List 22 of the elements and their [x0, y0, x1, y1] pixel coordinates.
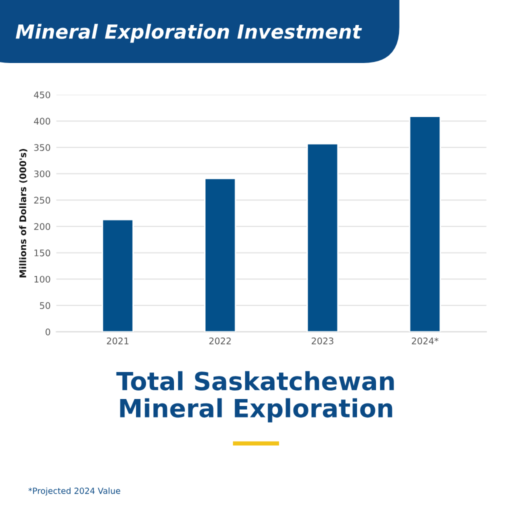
y-tick-label: 350	[34, 144, 50, 151]
chart-title: Mineral Exploration Investment	[16, 24, 362, 43]
y-tick-label: 0	[46, 328, 50, 336]
bar	[306, 143, 339, 332]
y-tick-label: 200	[34, 223, 50, 230]
x-tick-label: 2024*	[412, 337, 438, 344]
x-tick-label: 2023	[312, 337, 334, 344]
x-tick-label: 2021	[106, 337, 128, 344]
y-tick-label: 50	[40, 302, 50, 309]
x-tick-label: 2022	[209, 337, 231, 344]
text: *Projected 2024 Value	[28, 487, 120, 496]
bar	[102, 218, 134, 332]
y-tick-label: 100	[34, 276, 50, 283]
y-tick-label: 400	[34, 118, 50, 125]
y-tick-label: 250	[34, 196, 50, 204]
y-tick-label: 150	[34, 249, 50, 256]
y-tick-label: 300	[34, 170, 50, 178]
bar	[408, 116, 442, 332]
y-axis-title: Millions of Dollars (000's)	[19, 149, 28, 278]
bar	[204, 178, 236, 332]
text: Total Saskatchewan Mineral Exploration	[116, 371, 394, 422]
y-tick-label: 450	[34, 91, 50, 98]
